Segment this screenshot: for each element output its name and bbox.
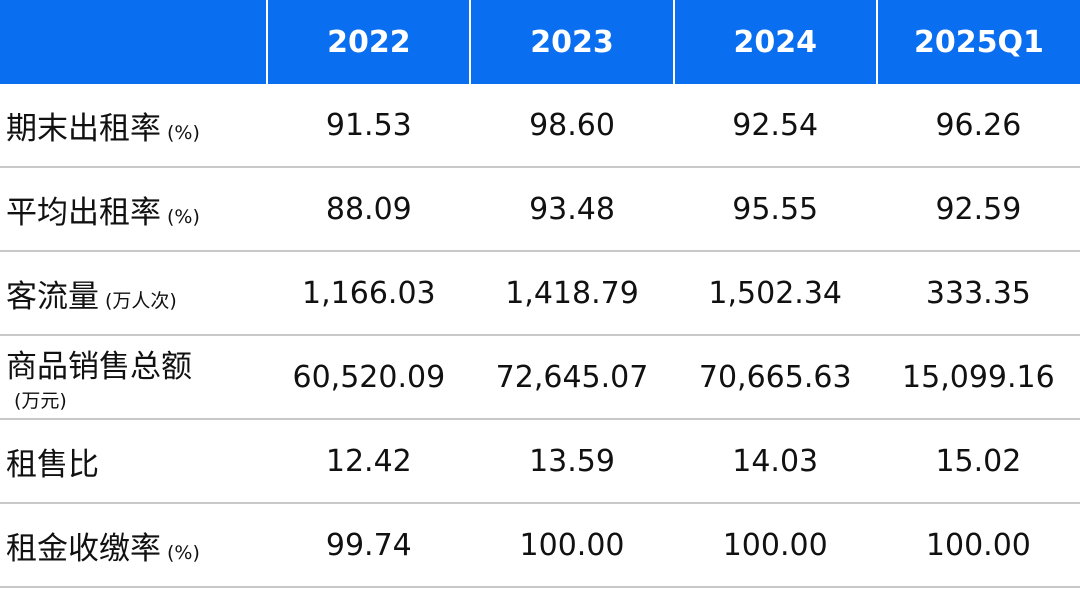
value-cell: 98.60 bbox=[470, 84, 674, 168]
header-corner-cell bbox=[0, 0, 269, 84]
value-cell: 60,520.09 bbox=[267, 335, 471, 420]
value-cell: 333.35 bbox=[876, 251, 1080, 336]
value-cell: 14.03 bbox=[673, 419, 877, 504]
row-unit: (万人次) bbox=[105, 289, 177, 312]
row-label-cell: 期末出租率 (%) bbox=[0, 84, 268, 168]
table-row: 客流量 (万人次) 1,166.03 1,418.79 1,502.34 333.… bbox=[0, 251, 1080, 336]
value-cell: 100.00 bbox=[673, 503, 877, 588]
header-year-2025q1: 2025Q1 bbox=[876, 0, 1080, 84]
row-label: 客流量 bbox=[6, 278, 99, 315]
row-label: 平均出租率 bbox=[6, 194, 161, 231]
value-cell: 12.42 bbox=[267, 419, 471, 504]
value-cell: 93.48 bbox=[470, 167, 674, 252]
header-year-2024: 2024 bbox=[673, 0, 878, 84]
table-row: 商品销售总额 (万元) 60,520.09 72,645.07 70,665.63… bbox=[0, 335, 1080, 420]
row-label-cell: 客流量 (万人次) bbox=[0, 251, 268, 336]
row-label-cell: 平均出租率 (%) bbox=[0, 167, 268, 252]
row-label-cell: 租金收缴率 (%) bbox=[0, 503, 268, 588]
header-year-2022: 2022 bbox=[267, 0, 472, 84]
header-year-2023: 2023 bbox=[470, 0, 675, 84]
row-unit: (%) bbox=[167, 541, 200, 564]
row-unit: (万元) bbox=[14, 390, 67, 412]
table-row: 租金收缴率 (%) 99.74 100.00 100.00 100.00 bbox=[0, 503, 1080, 588]
value-cell: 100.00 bbox=[876, 503, 1080, 588]
value-cell: 1,502.34 bbox=[673, 251, 877, 336]
row-label: 租售比 bbox=[6, 446, 99, 483]
row-label: 商品销售总额 bbox=[6, 349, 192, 385]
row-label-cell: 租售比 bbox=[0, 419, 268, 504]
value-cell: 99.74 bbox=[267, 503, 471, 588]
table-row: 租售比 12.42 13.59 14.03 15.02 bbox=[0, 419, 1080, 504]
row-unit: (%) bbox=[167, 121, 200, 144]
table-row: 平均出租率 (%) 88.09 93.48 95.55 92.59 bbox=[0, 167, 1080, 252]
value-cell: 15,099.16 bbox=[876, 335, 1080, 420]
value-cell: 92.54 bbox=[673, 84, 877, 168]
value-cell: 70,665.63 bbox=[673, 335, 877, 420]
header-row: 2022 2023 2024 2025Q1 bbox=[0, 0, 1080, 84]
value-cell: 88.09 bbox=[267, 167, 471, 252]
value-cell: 91.53 bbox=[267, 84, 471, 168]
row-label-cell: 商品销售总额 (万元) bbox=[0, 335, 268, 420]
value-cell: 15.02 bbox=[876, 419, 1080, 504]
row-unit: (%) bbox=[167, 205, 200, 228]
value-cell: 1,166.03 bbox=[267, 251, 471, 336]
value-cell: 96.26 bbox=[876, 84, 1080, 168]
table-row: 期末出租率 (%) 91.53 98.60 92.54 96.26 bbox=[0, 84, 1080, 168]
row-label: 期末出租率 bbox=[6, 110, 161, 147]
value-cell: 100.00 bbox=[470, 503, 674, 588]
value-cell: 95.55 bbox=[673, 167, 877, 252]
row-label: 租金收缴率 bbox=[6, 530, 161, 567]
value-cell: 1,418.79 bbox=[470, 251, 674, 336]
value-cell: 92.59 bbox=[876, 167, 1080, 252]
value-cell: 72,645.07 bbox=[470, 335, 674, 420]
value-cell: 13.59 bbox=[470, 419, 674, 504]
